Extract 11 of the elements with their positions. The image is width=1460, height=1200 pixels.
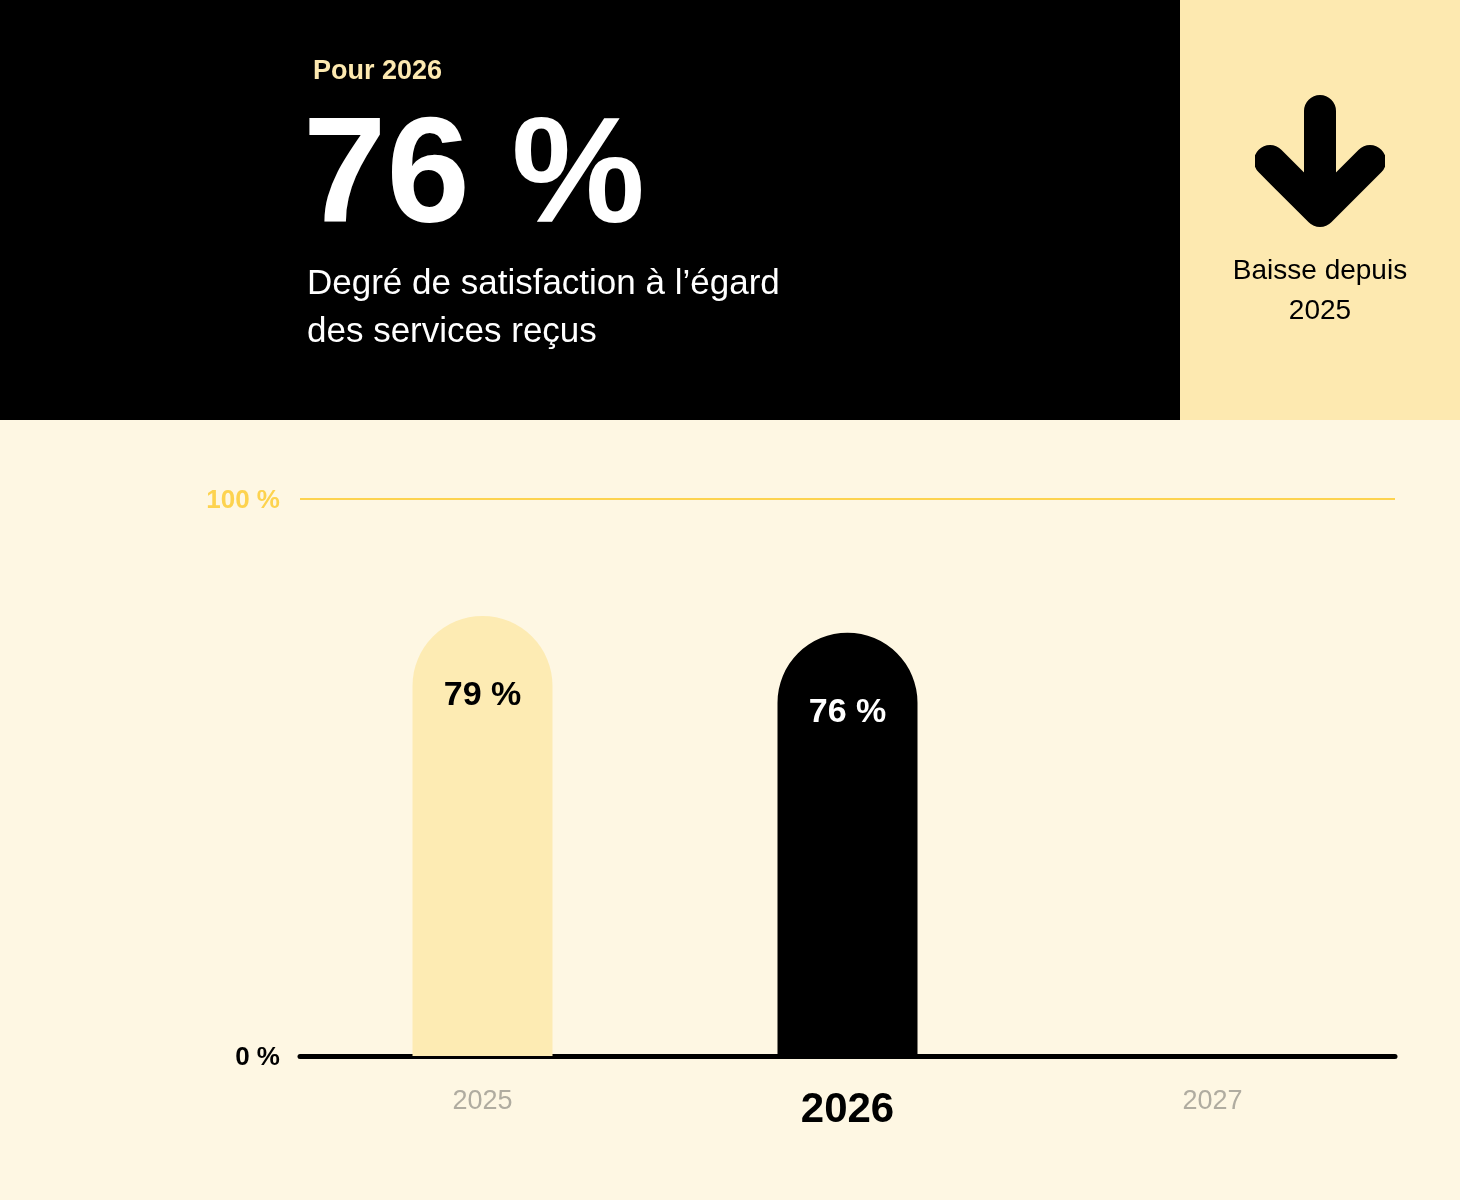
y-tick-label: 0 % <box>235 1041 280 1071</box>
data-label: 76 % <box>808 690 887 729</box>
x-tick-label: 2025 <box>452 1084 513 1115</box>
text: Baisse depuis 2025 <box>1231 253 1409 327</box>
x-tick-label: 2026 <box>800 1083 895 1131</box>
chart-subtitle: Degré de satisfaction à l’égard des services reçus <box>307 261 781 351</box>
data-label: 79 % <box>443 673 522 712</box>
text: Pour 2026 <box>313 55 443 86</box>
chart-title: 76 % <box>303 86 645 254</box>
x-tick-label: 2027 <box>1182 1084 1243 1115</box>
y-tick-label: 100 % <box>206 484 280 514</box>
